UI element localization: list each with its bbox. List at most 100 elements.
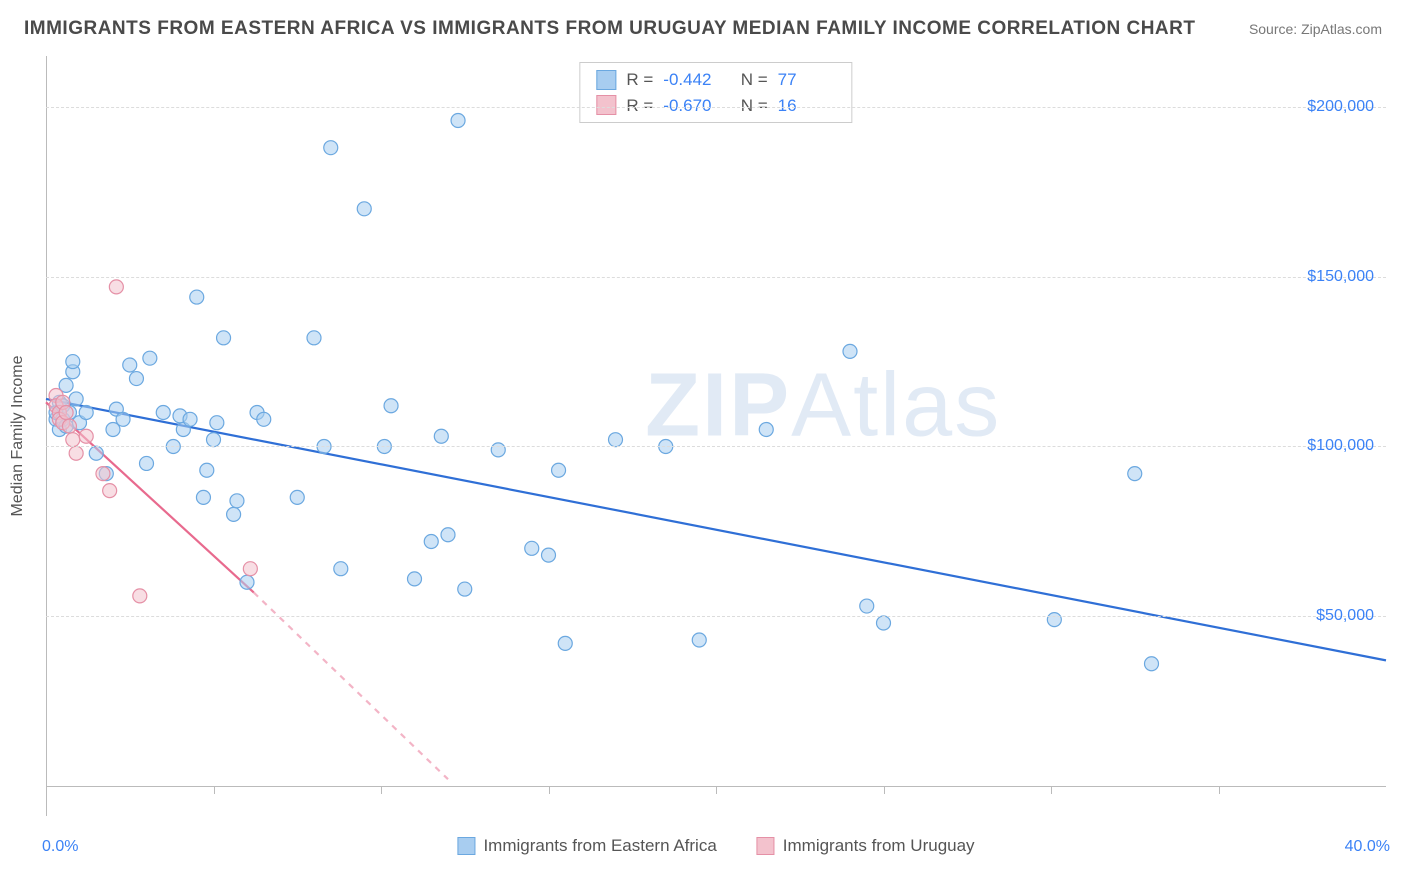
stats-r-label: R =: [626, 93, 653, 119]
scatter-point: [207, 433, 221, 447]
scatter-point: [140, 456, 154, 470]
scatter-point: [190, 290, 204, 304]
stats-n-value: 16: [778, 93, 836, 119]
stats-swatch: [596, 70, 616, 90]
scatter-point: [156, 406, 170, 420]
y-tick-label: $150,000: [1307, 268, 1374, 286]
scatter-point: [542, 548, 556, 562]
legend-bottom: Immigrants from Eastern Africa Immigrants…: [457, 836, 974, 856]
stats-n-label: N =: [731, 93, 767, 119]
chart-title: IMMIGRANTS FROM EASTERN AFRICA VS IMMIGR…: [24, 18, 1195, 40]
stats-r-value: -0.670: [663, 93, 721, 119]
scatter-point: [217, 331, 231, 345]
x-tick: [214, 786, 215, 794]
x-max-label: 40.0%: [1345, 838, 1390, 856]
gridline-h: [46, 277, 1386, 278]
scatter-point: [69, 446, 83, 460]
scatter-point: [357, 202, 371, 216]
scatter-point: [66, 433, 80, 447]
scatter-point: [133, 589, 147, 603]
scatter-point: [424, 535, 438, 549]
legend-swatch: [757, 837, 775, 855]
scatter-point: [103, 484, 117, 498]
scatter-point: [759, 422, 773, 436]
scatter-point: [609, 433, 623, 447]
chart-area: Median Family Income ZIPAtlas R = -0.442…: [46, 56, 1386, 816]
plot-region: ZIPAtlas R = -0.442 N = 77R = -0.670 N =…: [46, 56, 1386, 816]
scatter-point: [243, 562, 257, 576]
x-tick: [549, 786, 550, 794]
scatter-point: [1145, 657, 1159, 671]
scatter-point: [240, 575, 254, 589]
stats-n-value: 77: [778, 67, 836, 93]
scatter-point: [451, 114, 465, 128]
stats-row: R = -0.442 N = 77: [596, 67, 835, 93]
scatter-point: [123, 358, 137, 372]
scatter-point: [62, 419, 76, 433]
scatter-point: [1128, 467, 1142, 481]
scatter-point: [79, 429, 93, 443]
scatter-point: [89, 446, 103, 460]
scatter-point: [200, 463, 214, 477]
stats-n-label: N =: [731, 67, 767, 93]
scatter-point: [129, 372, 143, 386]
scatter-point: [79, 406, 93, 420]
scatter-point: [877, 616, 891, 630]
stats-r-value: -0.442: [663, 67, 721, 93]
scatter-point: [434, 429, 448, 443]
stats-r-label: R =: [626, 67, 653, 93]
scatter-point: [334, 562, 348, 576]
scatter-point: [183, 412, 197, 426]
gridline-h: [46, 107, 1386, 108]
scatter-point: [458, 582, 472, 596]
scatter-point: [59, 406, 73, 420]
scatter-point: [491, 443, 505, 457]
scatter-point: [1047, 613, 1061, 627]
x-tick: [884, 786, 885, 794]
x-tick: [1051, 786, 1052, 794]
x-tick: [716, 786, 717, 794]
scatter-point: [143, 351, 157, 365]
stats-box: R = -0.442 N = 77R = -0.670 N = 16: [579, 62, 852, 123]
y-tick-label: $200,000: [1307, 98, 1374, 116]
scatter-point: [558, 636, 572, 650]
stats-swatch: [596, 95, 616, 115]
y-axis-title: Median Family Income: [9, 356, 27, 517]
x-min-label: 0.0%: [42, 838, 78, 856]
gridline-h: [46, 446, 1386, 447]
legend-item: Immigrants from Eastern Africa: [457, 836, 716, 856]
scatter-point: [441, 528, 455, 542]
scatter-point: [230, 494, 244, 508]
scatter-point: [860, 599, 874, 613]
scatter-point: [324, 141, 338, 155]
scatter-point: [116, 412, 130, 426]
legend-swatch: [457, 837, 475, 855]
scatter-point: [384, 399, 398, 413]
scatter-point: [96, 467, 110, 481]
scatter-point: [196, 490, 210, 504]
legend-label: Immigrants from Eastern Africa: [483, 836, 716, 856]
scatter-point: [692, 633, 706, 647]
y-tick-label: $100,000: [1307, 437, 1374, 455]
x-tick: [381, 786, 382, 794]
scatter-point: [227, 507, 241, 521]
scatter-point: [843, 344, 857, 358]
scatter-point: [307, 331, 321, 345]
x-tick: [1219, 786, 1220, 794]
scatter-point: [66, 355, 80, 369]
gridline-h: [46, 616, 1386, 617]
scatter-point: [210, 416, 224, 430]
scatter-point: [109, 280, 123, 294]
scatter-point: [408, 572, 422, 586]
legend-label: Immigrants from Uruguay: [783, 836, 975, 856]
scatter-point: [525, 541, 539, 555]
scatter-point: [290, 490, 304, 504]
legend-item: Immigrants from Uruguay: [757, 836, 975, 856]
scatter-point: [69, 392, 83, 406]
scatter-point: [552, 463, 566, 477]
stats-row: R = -0.670 N = 16: [596, 93, 835, 119]
source-label: Source: ZipAtlas.com: [1249, 21, 1382, 37]
y-tick-label: $50,000: [1316, 607, 1374, 625]
scatter-points-layer: [46, 56, 1386, 816]
scatter-point: [257, 412, 271, 426]
